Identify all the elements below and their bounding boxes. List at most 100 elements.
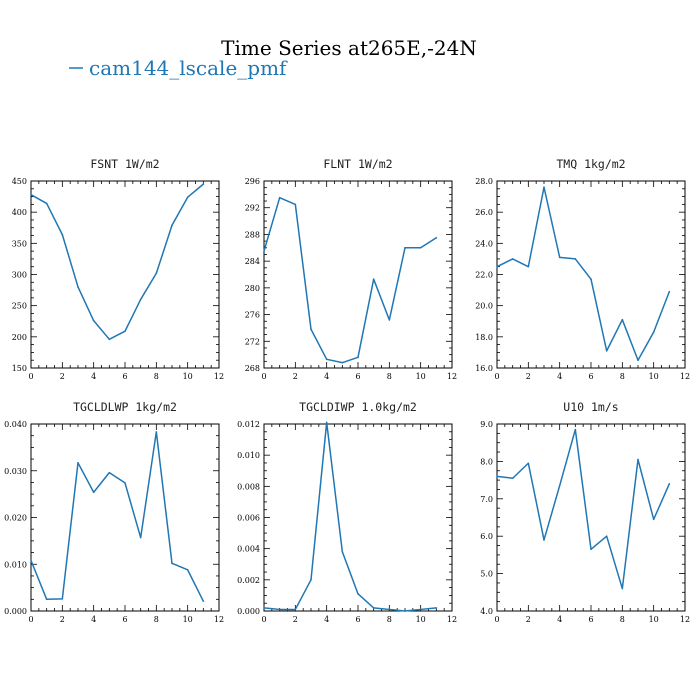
x-tick-label: 12 <box>447 372 457 381</box>
data-point <box>341 550 344 553</box>
data-point <box>605 350 608 352</box>
panel-title: FSNT 1W/m2 <box>90 157 159 171</box>
data-point <box>543 539 545 541</box>
y-tick-label: 288 <box>245 230 260 239</box>
data-point <box>77 286 79 288</box>
y-tick-label: 284 <box>245 257 260 266</box>
data-point <box>124 482 126 484</box>
data-point <box>372 278 375 280</box>
data-point <box>263 250 265 252</box>
y-tick-label: 4.0 <box>480 607 493 616</box>
data-point <box>92 319 95 322</box>
y-tick-label: 200 <box>12 333 27 342</box>
data-point <box>171 224 173 227</box>
data-point <box>325 358 328 361</box>
x-tick-label: 2 <box>293 372 298 381</box>
y-tick-label: 276 <box>245 311 260 320</box>
legend: cam144_lscale_pmf <box>69 56 288 80</box>
x-tick-label: 0 <box>28 372 33 381</box>
y-tick-label: 296 <box>245 177 260 186</box>
y-tick-label: 400 <box>12 208 27 217</box>
y-tick-label: 150 <box>12 364 27 373</box>
x-tick-label: 2 <box>526 615 531 624</box>
axes-frame <box>496 423 686 612</box>
y-tick-label: 7.0 <box>480 495 493 504</box>
series-line <box>263 421 437 612</box>
data-point <box>496 475 498 478</box>
x-tick-label: 10 <box>416 372 426 381</box>
legend-label: cam144_lscale_pmf <box>89 56 288 80</box>
data-point <box>527 265 530 268</box>
series-line <box>30 431 205 602</box>
data-point <box>186 196 189 199</box>
data-point <box>263 607 265 609</box>
data-point <box>511 258 514 260</box>
series-line <box>263 196 437 364</box>
x-tick-label: 2 <box>526 372 531 381</box>
data-point <box>108 471 111 474</box>
y-tick-label: 0.000 <box>237 607 260 616</box>
data-point <box>124 330 126 333</box>
x-tick-label: 10 <box>183 372 193 381</box>
x-tick-label: 0 <box>261 372 266 381</box>
x-tick-label: 10 <box>416 615 426 624</box>
data-point <box>202 600 205 602</box>
data-point <box>61 233 64 236</box>
x-tick-label: 8 <box>620 372 625 381</box>
data-point <box>496 265 498 268</box>
data-point <box>590 278 592 280</box>
data-point <box>357 356 359 359</box>
y-tick-label: 20.0 <box>475 302 493 311</box>
y-tick-label: 16.0 <box>475 364 493 373</box>
data-point <box>637 359 639 362</box>
x-tick-label: 4 <box>324 615 329 624</box>
y-tick-label: 0.040 <box>4 420 27 429</box>
axes-frame <box>263 180 453 369</box>
x-tick-label: 4 <box>557 615 562 624</box>
data-point <box>404 610 406 612</box>
data-point <box>419 608 422 611</box>
data-point <box>341 361 344 364</box>
x-tick-label: 12 <box>214 372 224 381</box>
x-tick-label: 6 <box>355 372 360 381</box>
x-tick-label: 0 <box>494 615 499 624</box>
data-point <box>202 183 205 185</box>
y-tick-label: 450 <box>12 177 27 186</box>
x-tick-label: 4 <box>91 615 96 624</box>
x-tick-label: 8 <box>387 615 392 624</box>
y-tick-label: 5.0 <box>480 570 493 579</box>
x-tick-label: 4 <box>324 372 329 381</box>
data-point <box>527 462 530 465</box>
data-point <box>278 608 281 611</box>
data-point <box>574 428 577 431</box>
y-tick-label: 9.0 <box>480 420 493 429</box>
axes-frame <box>496 180 686 369</box>
x-tick-label: 6 <box>588 615 593 624</box>
x-tick-label: 12 <box>214 615 224 624</box>
y-tick-label: 0.008 <box>237 482 260 491</box>
panels: FSNT 1W/m20 2 4 6 8 10 12150200250300350400450… <box>4 157 690 624</box>
y-tick-label: 8.0 <box>480 457 493 466</box>
data-point <box>435 236 438 239</box>
data-point <box>668 483 671 485</box>
data-point <box>294 608 297 611</box>
data-point <box>652 331 655 333</box>
data-point <box>590 548 592 551</box>
x-tick-label: 6 <box>122 615 127 624</box>
data-point <box>652 518 655 521</box>
x-tick-label: 4 <box>91 372 96 381</box>
data-point <box>45 598 48 601</box>
x-tick-label: 2 <box>293 615 298 624</box>
data-point <box>388 608 391 611</box>
axes-frame <box>263 423 453 612</box>
figure-title: Time Series at265E,-24N <box>221 36 477 60</box>
x-tick-label: 6 <box>588 372 593 381</box>
y-tick-label: 0.020 <box>4 514 27 523</box>
x-tick-label: 8 <box>154 372 159 381</box>
y-tick-label: 292 <box>245 204 260 213</box>
chart-panel-1: FSNT 1W/m2 0 2 4 6 8 10 12 150 200 250 300 350 400 450 <box>12 157 224 381</box>
data-point <box>621 587 624 590</box>
data-point <box>30 559 32 562</box>
x-tick-label: 4 <box>557 372 562 381</box>
data-point <box>325 421 328 424</box>
